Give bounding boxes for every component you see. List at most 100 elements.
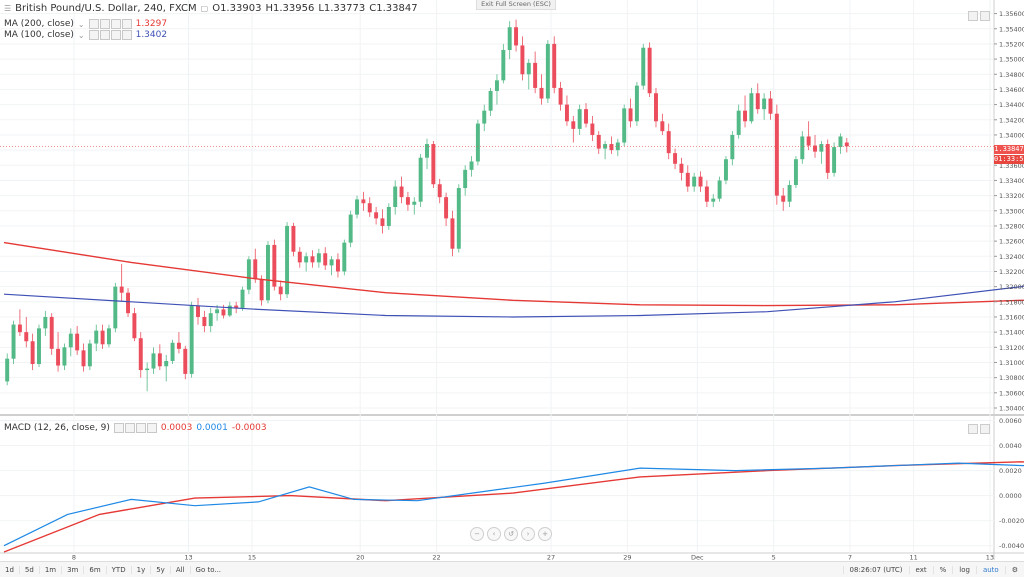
macd-tick-label: 0.0040 bbox=[999, 442, 1022, 450]
candle-body bbox=[418, 157, 423, 202]
timeframe-6m[interactable]: 6m bbox=[83, 565, 105, 574]
auto-toggle[interactable]: auto bbox=[975, 565, 1005, 574]
settings-icon[interactable]: ▢ bbox=[200, 4, 209, 13]
utc-clock: 08:26:07 (UTC) bbox=[842, 565, 909, 574]
candle-body bbox=[596, 134, 601, 149]
candle-body bbox=[571, 121, 576, 129]
price-tick-label: 1.35000 bbox=[999, 56, 1024, 64]
candle-body bbox=[545, 43, 550, 99]
candle-body bbox=[43, 316, 48, 329]
candle-body bbox=[37, 328, 41, 365]
price-tick-label: 1.32200 bbox=[999, 268, 1024, 276]
macd-buttons[interactable] bbox=[113, 423, 157, 433]
price-tick-label: 1.31400 bbox=[999, 329, 1024, 337]
timeframe-5y[interactable]: 5y bbox=[150, 565, 170, 574]
reset-icon[interactable]: ↺ bbox=[504, 527, 518, 541]
symbol-legend: ☰ British Pound/U.S. Dollar, 240, FXCM ▢… bbox=[4, 3, 418, 14]
ma100-buttons[interactable] bbox=[88, 30, 132, 40]
timeframe-all[interactable]: All bbox=[169, 565, 190, 574]
candlestick-series bbox=[0, 19, 994, 392]
timeframe-ytd[interactable]: YTD bbox=[105, 565, 131, 574]
log-toggle[interactable]: log bbox=[952, 565, 976, 574]
chart-grid bbox=[0, 0, 1024, 560]
timeframe-1y[interactable]: 1y bbox=[130, 565, 151, 574]
candle-body bbox=[787, 185, 792, 202]
ma200-buttons[interactable] bbox=[88, 19, 132, 29]
candle-body bbox=[24, 332, 29, 342]
bottom-right-controls: 08:26:07 (UTC) ext % log auto ⚙ bbox=[842, 562, 1024, 577]
price-tick-label: 1.31600 bbox=[999, 313, 1024, 321]
timeframe-1m[interactable]: 1m bbox=[38, 565, 61, 574]
price-tick-label: 1.30400 bbox=[999, 405, 1024, 413]
time-tick-label: 13 bbox=[986, 554, 994, 562]
candle-body bbox=[183, 348, 188, 374]
price-pane-bg bbox=[0, 0, 994, 414]
ma100-value: 1.3402 bbox=[135, 30, 168, 40]
scroll-left-icon[interactable]: − bbox=[470, 527, 484, 541]
main-pane-buttons[interactable] bbox=[968, 11, 990, 21]
timeframe-1d[interactable]: 1d bbox=[5, 565, 14, 574]
candle-body bbox=[291, 225, 296, 252]
candle-body bbox=[475, 123, 480, 162]
price-tick-label: 1.32400 bbox=[999, 253, 1024, 261]
price-tick-label: 1.34600 bbox=[999, 86, 1024, 94]
candle-body bbox=[634, 85, 639, 122]
candle-body bbox=[310, 256, 315, 263]
collapse-icon[interactable]: ☰ bbox=[4, 4, 12, 13]
candle-body bbox=[56, 348, 61, 366]
ma200-legend: MA (200, close) ⌄ 1.3297 bbox=[4, 19, 167, 29]
candle-body bbox=[132, 313, 137, 339]
timeframe-5d[interactable]: 5d bbox=[18, 565, 39, 574]
chevron-down-icon[interactable]: ⌄ bbox=[77, 30, 85, 40]
candle-body bbox=[138, 338, 143, 371]
candle-body bbox=[164, 360, 169, 367]
candle-body bbox=[87, 343, 92, 367]
candle-body bbox=[755, 93, 760, 110]
candle-body bbox=[176, 342, 181, 349]
candle-body bbox=[126, 292, 131, 314]
candle-body bbox=[692, 176, 697, 187]
candle-body bbox=[679, 163, 684, 173]
candle-body bbox=[437, 184, 442, 198]
navigation-controls[interactable]: − ‹ ↺ › + bbox=[470, 527, 552, 541]
chevron-down-icon[interactable]: ⌄ bbox=[77, 19, 85, 29]
macd-pane-buttons[interactable] bbox=[968, 424, 990, 434]
zoom-in-icon[interactable]: › bbox=[521, 527, 535, 541]
zoom-out-icon[interactable]: ‹ bbox=[487, 527, 501, 541]
time-tick-label: 5 bbox=[772, 554, 776, 562]
ohlc-open: O1.33903 bbox=[212, 3, 262, 14]
candle-body bbox=[412, 201, 417, 205]
candle-body bbox=[151, 353, 156, 369]
time-tick-label: 20 bbox=[356, 554, 364, 562]
candle-body bbox=[113, 286, 118, 329]
candle-body bbox=[526, 62, 531, 75]
ma200-label: MA (200, close) bbox=[4, 19, 74, 29]
candle-body bbox=[335, 259, 340, 272]
time-tick-label: 15 bbox=[248, 554, 256, 562]
candle-body bbox=[494, 80, 499, 91]
price-tick-label: 1.30800 bbox=[999, 374, 1024, 382]
candle-body bbox=[342, 242, 347, 272]
candle-body bbox=[482, 110, 487, 124]
candle-body bbox=[259, 279, 264, 301]
candle-body bbox=[30, 341, 35, 365]
scroll-right-icon[interactable]: + bbox=[538, 527, 552, 541]
candle-body bbox=[819, 144, 824, 152]
price-tick-label: 1.33400 bbox=[999, 177, 1024, 185]
macd-tick-label: -0.0020 bbox=[999, 517, 1024, 525]
percent-toggle[interactable]: % bbox=[932, 565, 953, 574]
price-tick-label: 1.32000 bbox=[999, 283, 1024, 291]
candle-body bbox=[355, 199, 360, 215]
bar-countdown-tag: 01:33:53 bbox=[994, 155, 1024, 164]
gear-icon[interactable]: ⚙ bbox=[1004, 565, 1024, 574]
candle-body bbox=[425, 144, 429, 158]
time-tick-label: 8 bbox=[72, 554, 76, 562]
timeframe-3m[interactable]: 3m bbox=[61, 565, 83, 574]
candle-body bbox=[106, 328, 111, 345]
ext-toggle[interactable]: ext bbox=[908, 565, 933, 574]
goto-button[interactable]: Go to... bbox=[189, 565, 227, 574]
exit-fullscreen-button[interactable]: Exit Full Screen (ESC) bbox=[476, 0, 556, 10]
ma100-line bbox=[3, 285, 1024, 318]
macd-legend: MACD (12, 26, close, 9) 0.0003 0.0001 -0… bbox=[4, 423, 267, 433]
